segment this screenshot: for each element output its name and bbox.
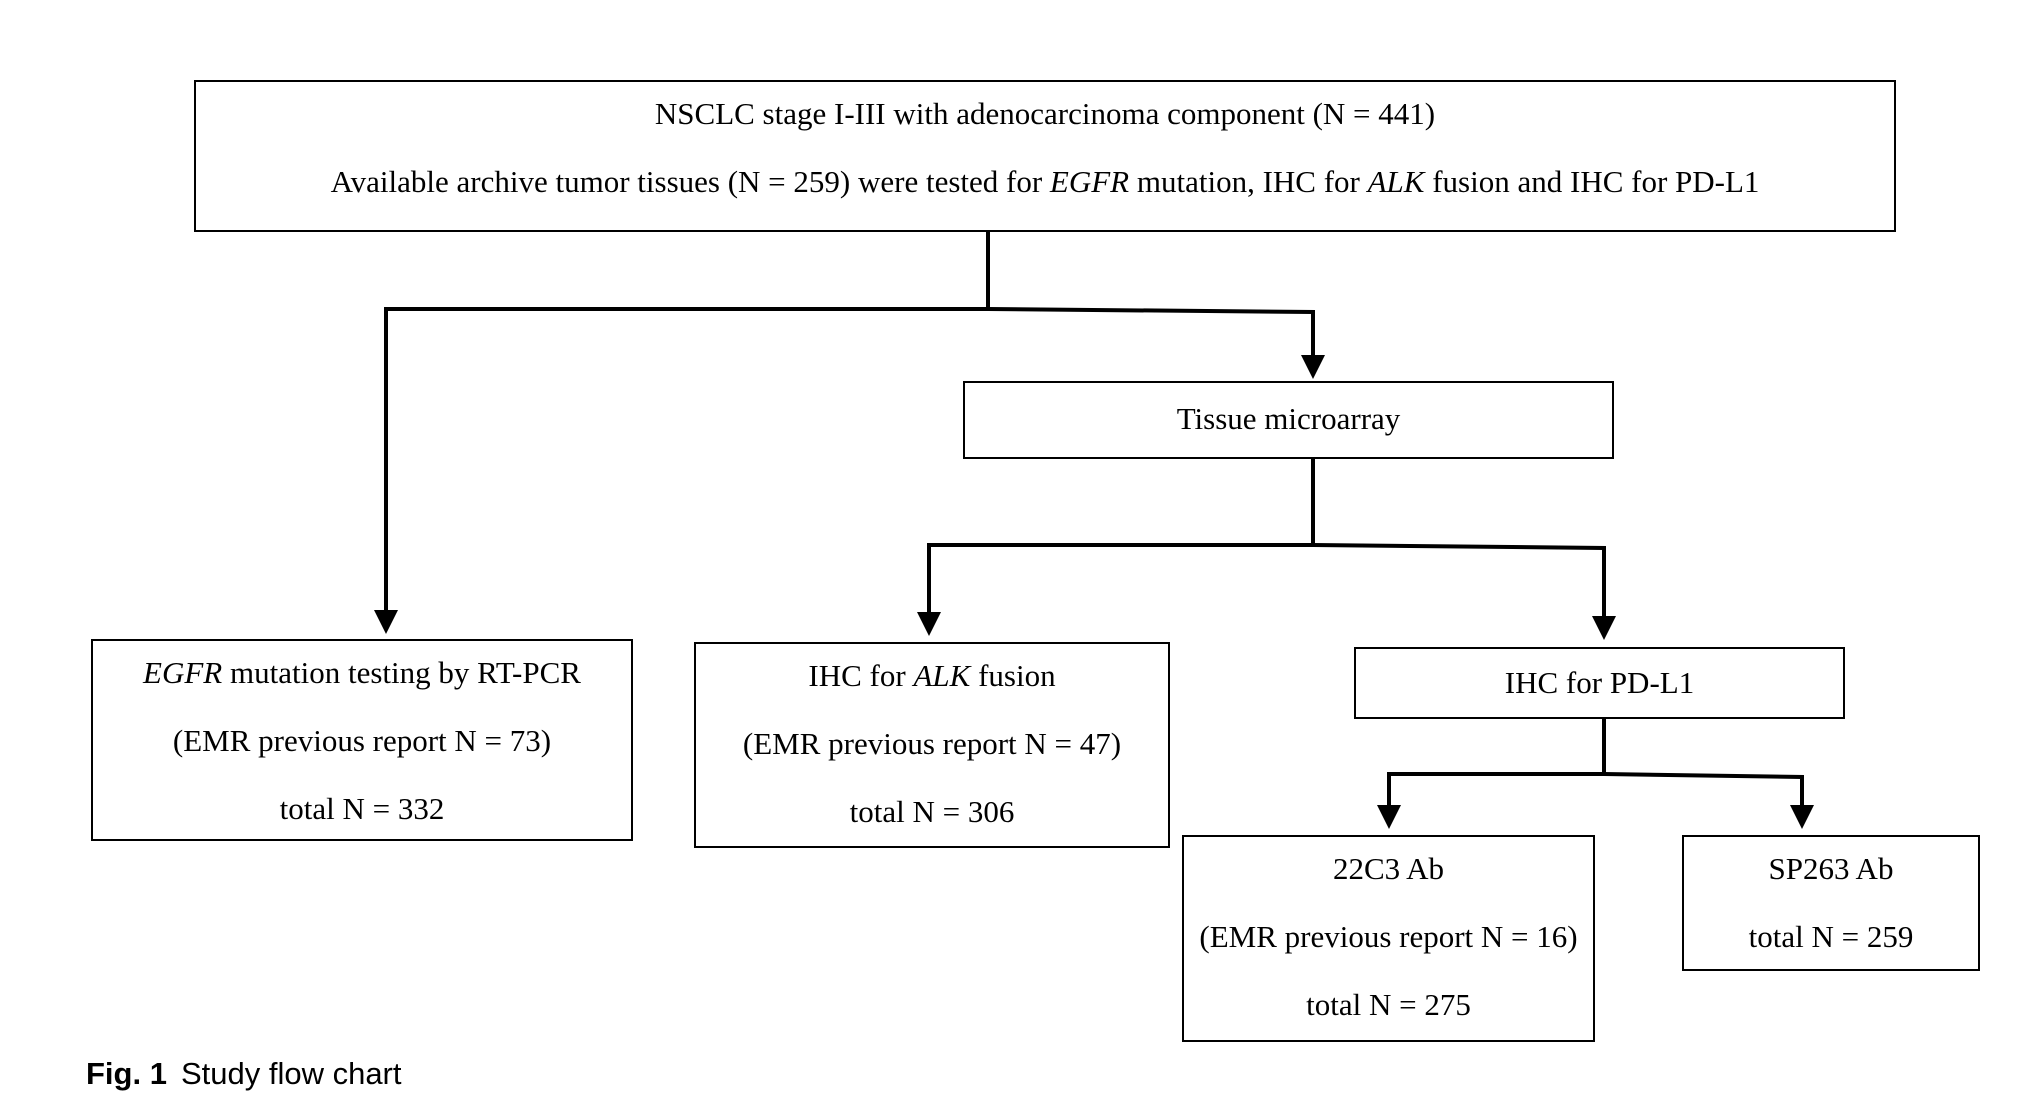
root-line-2-part-c: fusion and IHC for PD-L1 — [1424, 164, 1760, 199]
figure-label: Fig. 1 — [86, 1056, 167, 1091]
box-egfr-testing: EGFR mutation testing by RT-PCR (EMR pre… — [91, 639, 633, 841]
alk-title: IHC for ALK fusion — [696, 658, 1168, 694]
alk-gene: ALK — [913, 658, 971, 693]
egfr-gene: EGFR — [143, 655, 223, 690]
root-line-2-part-a: Available archive tumor tissues (N = 259… — [330, 164, 1050, 199]
box-sp263-ab: SP263 Ab total N = 259 — [1682, 835, 1980, 971]
arrow-to-22c3 — [1377, 772, 1604, 829]
root-line-1: NSCLC stage I-III with adenocarcinoma co… — [654, 96, 1436, 131]
egfr-total: total N = 332 — [279, 791, 445, 826]
ab22c3-title: 22C3 Ab — [1332, 851, 1445, 886]
ab22c3-total: total N = 275 — [1306, 987, 1471, 1022]
alk-title-pre: IHC for — [808, 658, 914, 693]
egfr-title-rest: mutation testing by RT-PCR — [222, 655, 581, 690]
arrow-to-pdl1 — [1312, 543, 1616, 640]
pdl1-label: IHC for PD-L1 — [1504, 665, 1695, 700]
root-line-2-alk: ALK — [1367, 164, 1425, 199]
arrow-to-sp263 — [1603, 772, 1814, 829]
box-ihc-pdl1: IHC for PD-L1 — [1354, 647, 1845, 719]
egfr-emr: (EMR previous report N = 73) — [172, 723, 552, 758]
box-tissue-microarray: Tissue microarray — [963, 381, 1614, 459]
alk-title-post: fusion — [970, 658, 1056, 693]
alk-emr: (EMR previous report N = 47) — [742, 726, 1122, 761]
root-line-2-part-b: mutation, IHC for — [1129, 164, 1368, 199]
tma-label: Tissue microarray — [1176, 401, 1401, 436]
root-line-2-egfr: EGFR — [1049, 164, 1130, 199]
alk-total: total N = 306 — [849, 794, 1015, 829]
sp263-total: total N = 259 — [1748, 919, 1914, 954]
box-22c3-ab: 22C3 Ab (EMR previous report N = 16) tot… — [1182, 835, 1595, 1042]
ab22c3-emr: (EMR previous report N = 16) — [1199, 919, 1578, 954]
sp263-title: SP263 Ab — [1768, 851, 1894, 886]
box-alk-fusion: IHC for ALK fusion (EMR previous report … — [694, 642, 1170, 848]
figure-caption-text: Study flow chart — [180, 1056, 402, 1091]
box-root-cohort: NSCLC stage I-III with adenocarcinoma co… — [194, 80, 1896, 232]
arrow-to-alk — [917, 543, 1313, 636]
root-line-2: Available archive tumor tissues (N = 259… — [196, 164, 1894, 200]
egfr-title: EGFR mutation testing by RT-PCR — [93, 655, 631, 691]
arrow-to-tma — [987, 307, 1325, 379]
figure-caption: Fig. 1 Study flow chart — [86, 1054, 402, 1094]
arrow-to-egfr — [374, 307, 988, 634]
